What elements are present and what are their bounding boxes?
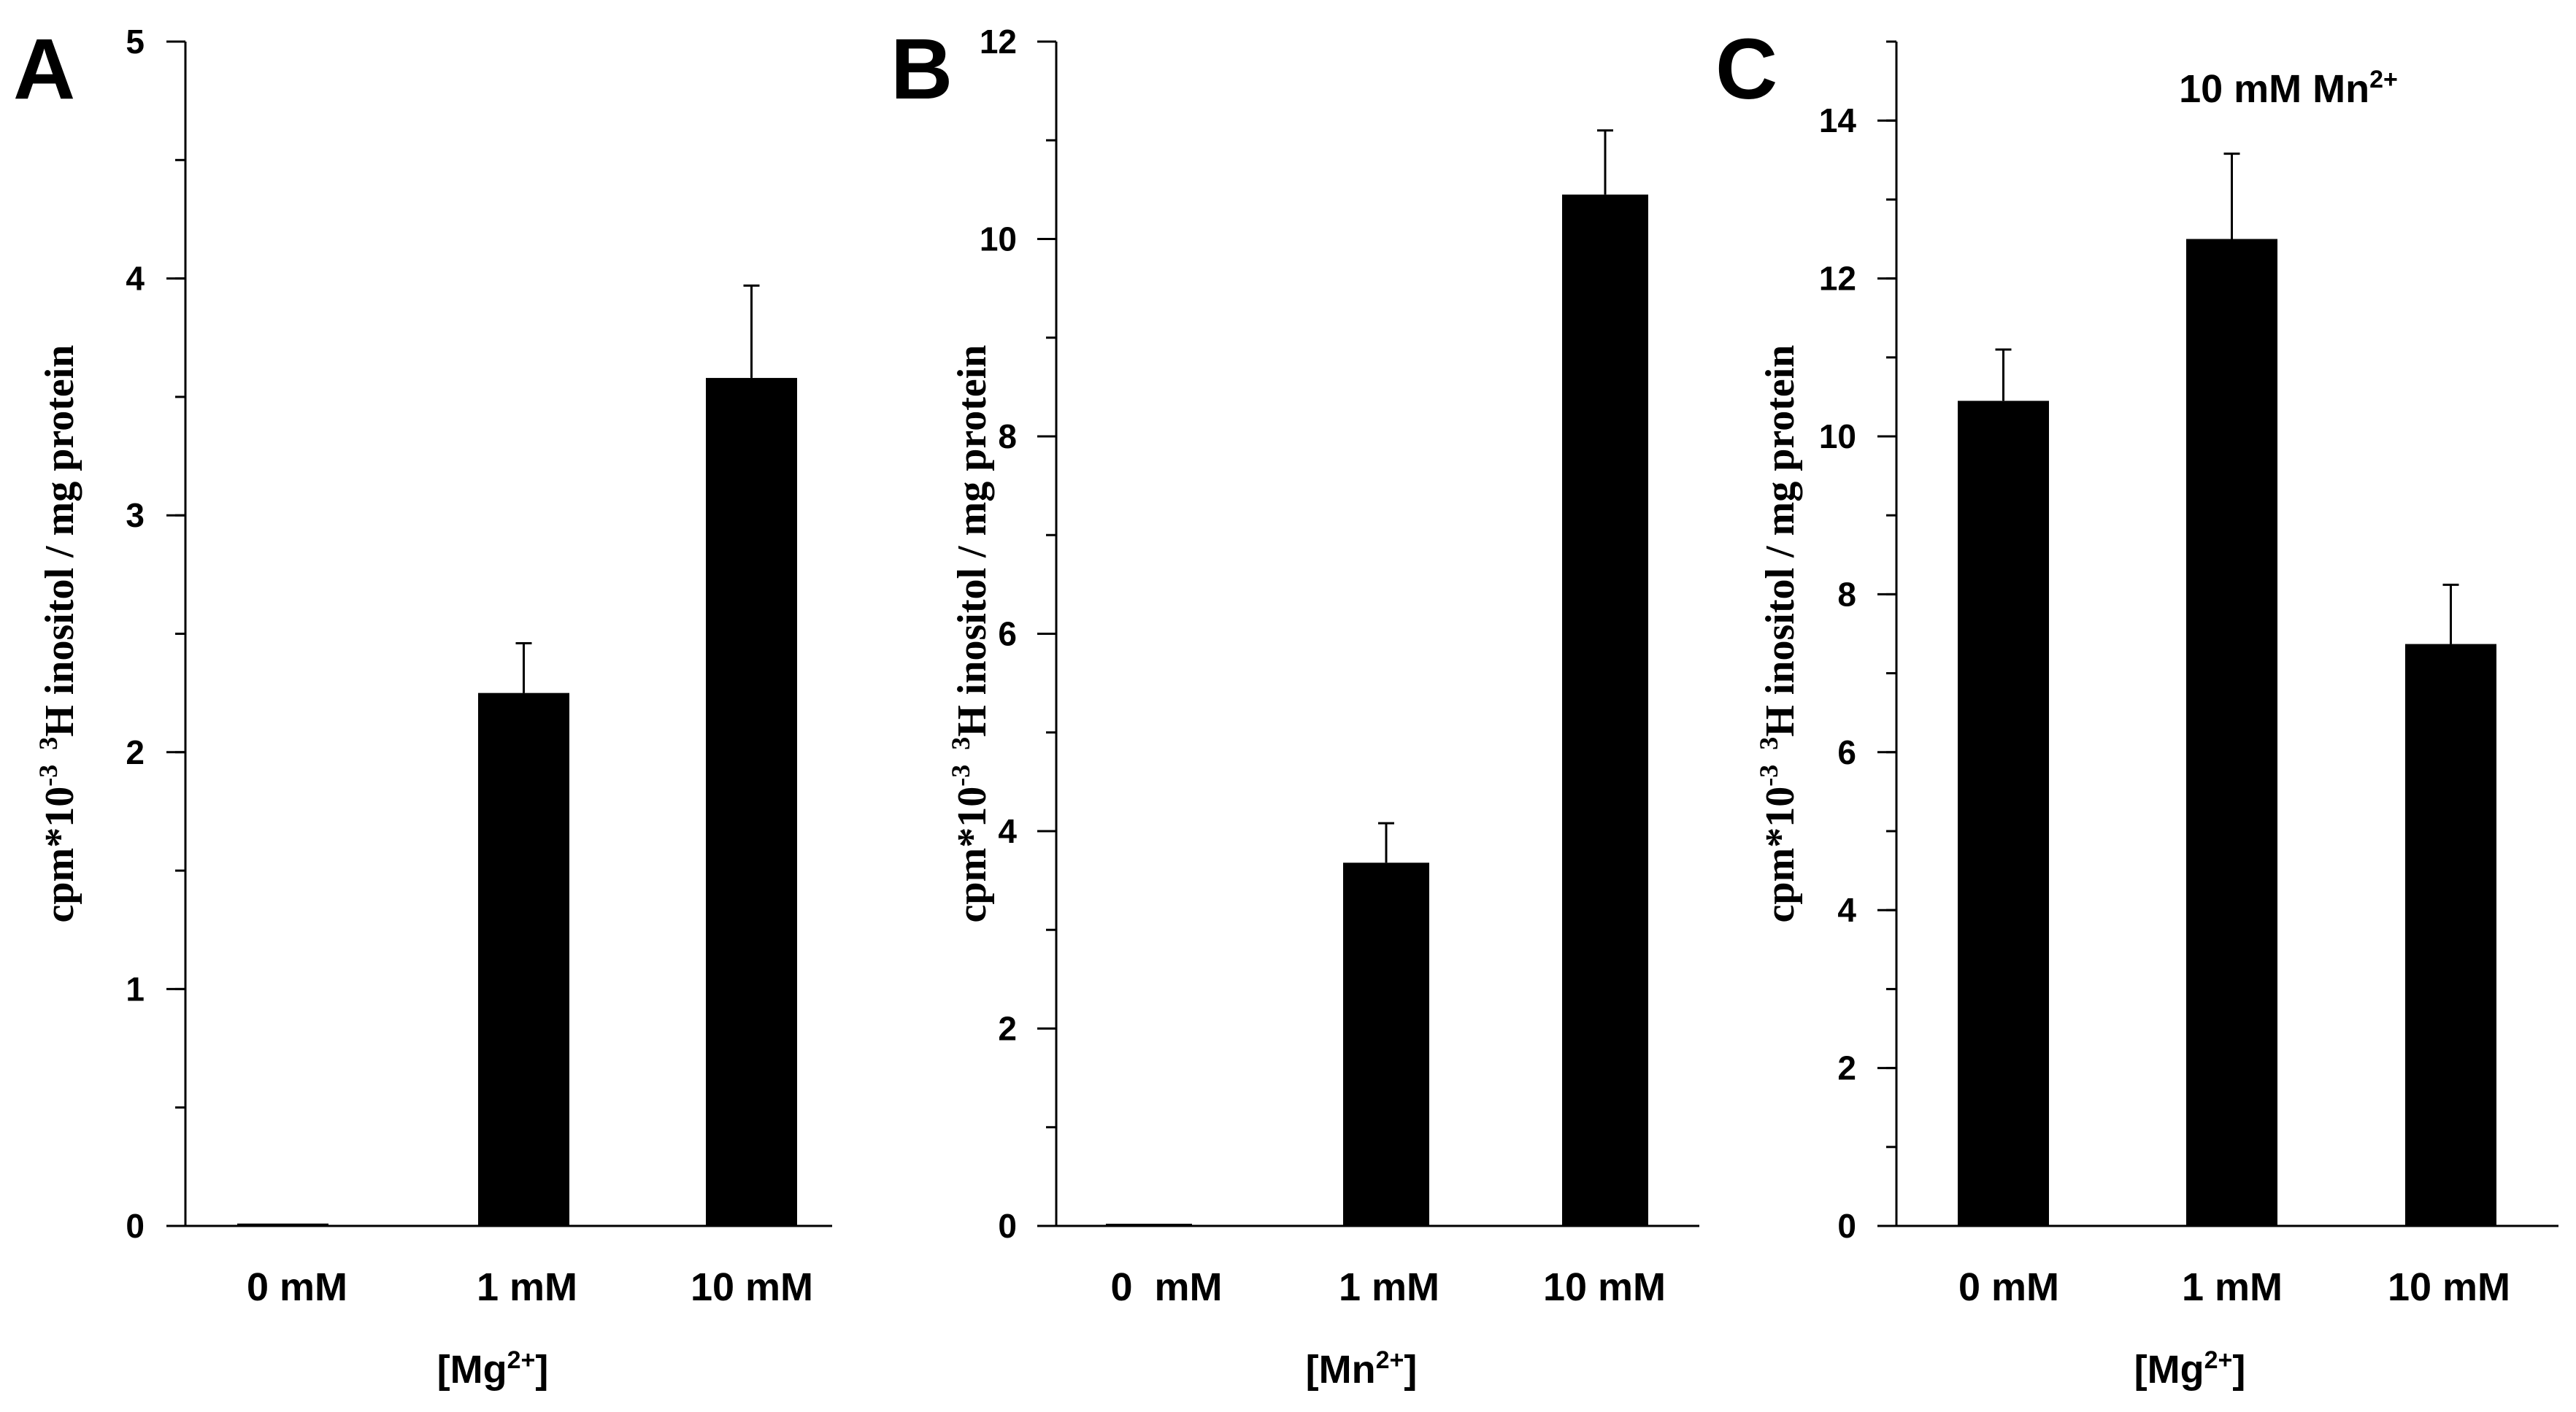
y-tick-label: 1 [126, 970, 145, 1008]
y-axis-label-text: H inositol / mg protein [950, 345, 995, 737]
x-tick-label: 10 mM [691, 1265, 813, 1309]
panel-label: C [1715, 21, 1777, 117]
y-tick-label: 4 [998, 812, 1017, 850]
y-axis-label-text: H inositol / mg protein [37, 345, 82, 737]
x-tick-label: 1 mM [2182, 1265, 2283, 1309]
x-tick-label: 1 mM [477, 1265, 577, 1309]
y-tick-label: 0 [998, 1207, 1017, 1245]
y-axis-label-unit: cpm*10 [1758, 787, 1803, 923]
x-tick-label: 10 mM [1543, 1265, 1666, 1309]
chart-panel-b: B 0 2 4 6 8 10 12 0 mM 1 mM 10 mM [Mn2+] cpm*10-3 3H … [891, 21, 1699, 1392]
bar-1 [237, 1223, 328, 1226]
y-axis-label: cpm*10-3 3H inositol / mg protein [1754, 345, 1803, 923]
y-axis-label-isotope: 3 [34, 737, 63, 750]
x-axis-label-superscript: 2+ [507, 1346, 536, 1374]
bar-3 [706, 377, 797, 1226]
y-axis-label-text: H inositol / mg protein [1758, 345, 1803, 737]
x-axis-label-bracket: ] [535, 1348, 548, 1392]
x-tick-label: 0 mM [1958, 1265, 2059, 1309]
x-axis-label-bracket: ] [1404, 1348, 1417, 1392]
x-axis-label-bracket: ] [2232, 1348, 2245, 1392]
x-tick-label: 0 mM [1110, 1265, 1222, 1309]
y-axis-label-exponent: -3 [946, 765, 975, 787]
bar-3 [1562, 194, 1648, 1227]
y-tick-label: 0 [126, 1207, 145, 1245]
chart-title-superscript: 2+ [2369, 66, 2398, 93]
y-tick-label: 8 [998, 417, 1017, 455]
y-tick-label: 12 [1819, 260, 1856, 298]
y-tick-label: 5 [126, 23, 145, 61]
y-tick-label: 10 [980, 220, 1017, 258]
panel-label: A [13, 21, 75, 117]
y-axis-label: cpm*10-3 3H inositol / mg protein [34, 345, 82, 923]
x-axis-label-text: [Mn [1306, 1348, 1376, 1392]
chart-title: 10 mM Mn2+ [2179, 66, 2398, 111]
y-tick-label: 0 [1837, 1207, 1856, 1245]
y-axis-label-exponent: -3 [34, 765, 63, 787]
y-tick-label: 2 [126, 733, 145, 771]
y-axis-label-isotope: 3 [1754, 737, 1783, 750]
y-axis-label-exponent: -3 [1754, 765, 1783, 787]
y-tick-label: 8 [1837, 575, 1856, 613]
y-tick-label: 14 [1819, 101, 1857, 139]
y-tick-label: 2 [998, 1010, 1017, 1048]
y-tick-label: 6 [1837, 733, 1856, 771]
bar-1 [1106, 1224, 1192, 1226]
y-tick-label: 6 [998, 615, 1017, 653]
y-tick-label: 4 [126, 260, 145, 298]
bar-2 [1343, 863, 1429, 1226]
bar-2 [478, 693, 569, 1226]
x-axis-label: [Mg2+] [437, 1346, 549, 1392]
x-axis-label-text: [Mg [2134, 1348, 2204, 1392]
y-tick-label: 12 [980, 23, 1017, 61]
panel-label: B [891, 21, 953, 117]
y-axis-label: cpm*10-3 3H inositol / mg protein [946, 345, 995, 923]
y-axis-label-unit: cpm*10 [950, 787, 995, 923]
bar-2 [2186, 239, 2277, 1226]
bar-3 [2405, 644, 2496, 1226]
x-axis-label: [Mg2+] [2134, 1346, 2246, 1392]
x-tick-label: 1 mM [1339, 1265, 1439, 1309]
x-axis-label-text: [Mg [437, 1348, 507, 1392]
y-tick-label: 10 [1819, 417, 1856, 455]
bar-1 [1958, 401, 2049, 1226]
x-tick-label: 0 mM [247, 1265, 347, 1309]
y-tick-label: 4 [1837, 891, 1856, 929]
x-axis-label: [Mn2+] [1306, 1346, 1418, 1392]
y-axis-label-isotope: 3 [946, 737, 975, 750]
x-tick-label: 10 mM [2388, 1265, 2510, 1309]
y-axis-label-unit: cpm*10 [37, 787, 82, 923]
x-axis-label-superscript: 2+ [2204, 1346, 2233, 1374]
y-tick-label: 2 [1837, 1049, 1856, 1087]
chart-title-text: 10 mM Mn [2179, 67, 2369, 111]
x-axis-label-superscript: 2+ [1376, 1346, 1404, 1374]
y-tick-label: 3 [126, 496, 145, 534]
